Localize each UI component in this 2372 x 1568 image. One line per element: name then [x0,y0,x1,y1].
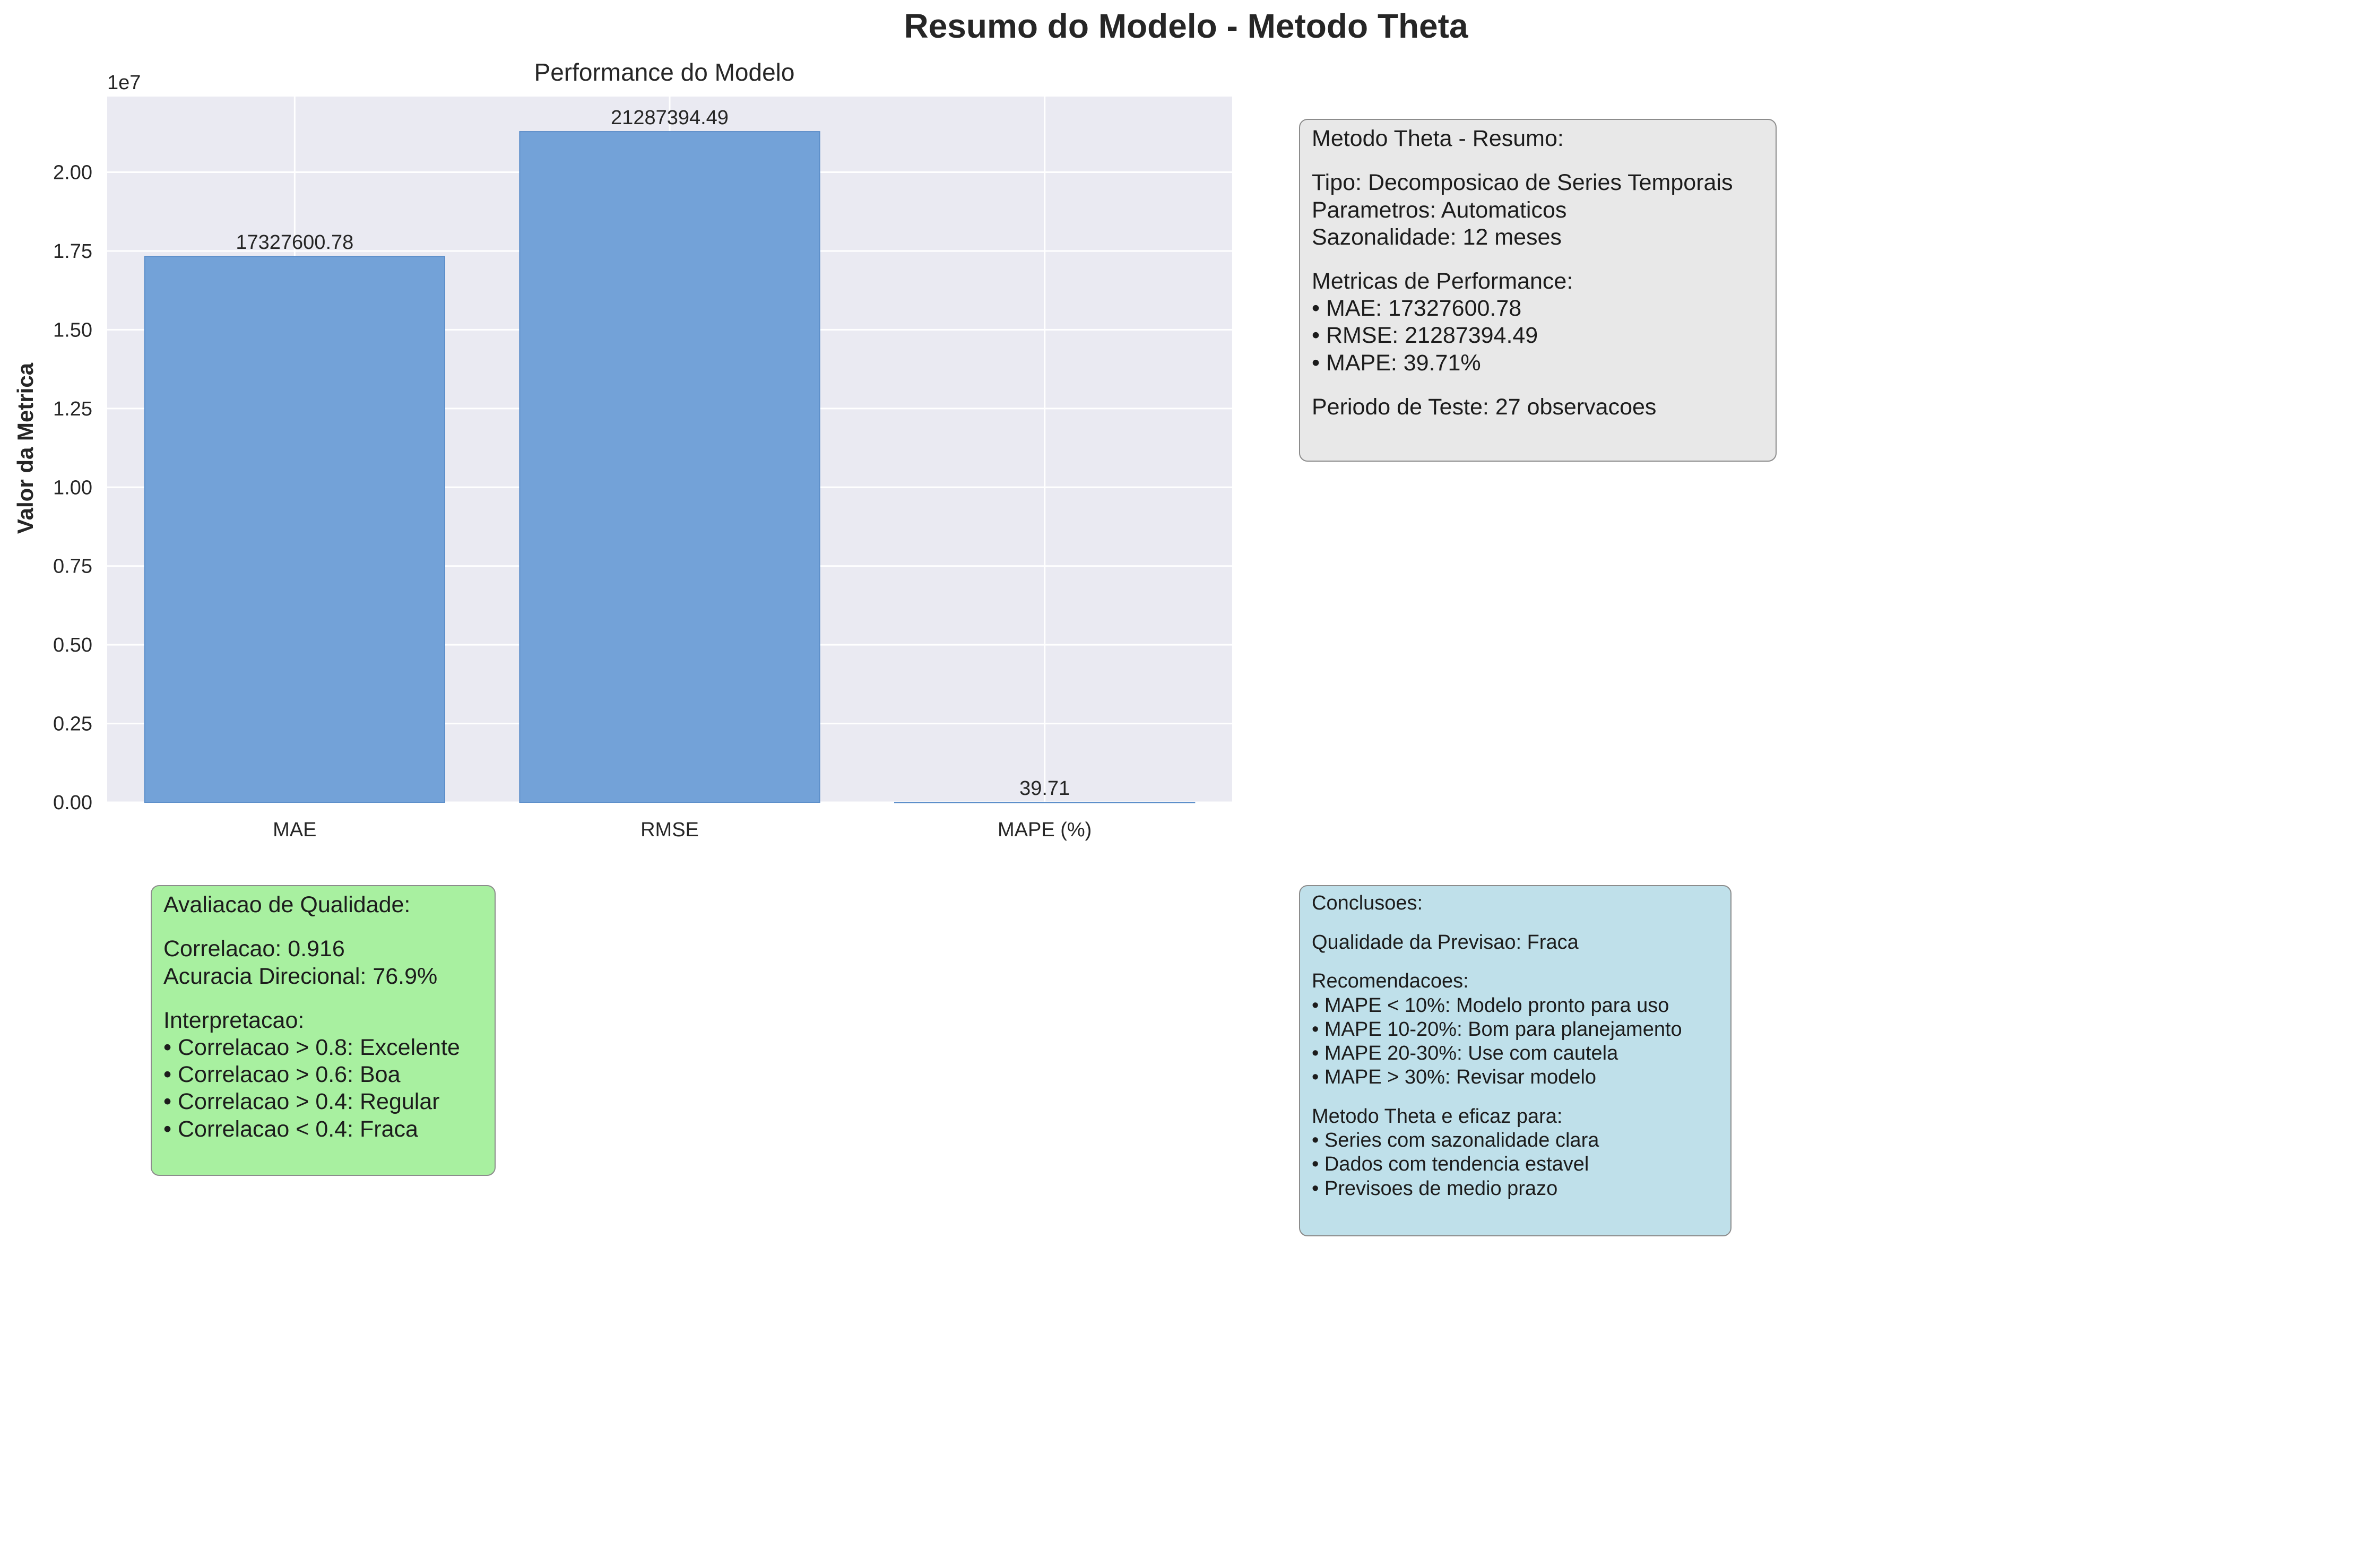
bullet-line: • Dados com tendencia estavel [1312,1153,1589,1176]
bullet-line: • MAPE > 30%: Revisar modelo [1312,1066,1597,1089]
spacer [1312,1090,1720,1105]
text-line: Recomendacoes: [1312,970,1469,993]
figure-title: Resumo do Modelo - Metodo Theta [904,7,1468,45]
y-axis-ticks: 0.00 0.25 0.50 0.75 1.00 1.25 1.50 1.75 2.00 [53,162,92,815]
text-line: Tipo: Decomposicao de Series Temporais [1312,170,1733,196]
bullet-line: • RMSE: 21287394.49 [1312,323,1538,349]
bars [144,131,1196,803]
bar-mae [144,256,445,803]
spacer [1312,251,1765,268]
bullet-line: • Series com sazonalidade clara [1312,1129,1599,1152]
bullet-line: • MAPE < 10%: Modelo pronto para uso [1312,994,1669,1017]
y-tick-label: 1.75 [53,240,92,263]
y-tick-label: 0.00 [53,792,92,814]
text-line: Metodo Theta - Resumo: [1312,126,1564,151]
text-line: Correlacao: 0.916 [163,936,345,962]
y-tick-label: 1.25 [53,398,92,420]
bullet-line: • Correlacao > 0.4: Regular [163,1089,440,1115]
quality-assessment-box: Avaliacao de Qualidade: Correlacao: 0.916… [151,885,496,1176]
text-line: Metodo Theta e eficaz para: [1312,1105,1563,1128]
bullet-line: • Previsoes de medio prazo [1312,1177,1558,1200]
spacer [1312,152,1765,169]
x-tick-label: MAPE (%) [998,819,1092,841]
y-tick-label: 2.00 [53,162,92,184]
bullet-line: • MAPE: 39.71% [1312,350,1481,376]
y-tick-label: 1.00 [53,477,92,499]
x-tick-label: RMSE [640,819,699,841]
bar-rmse [519,131,820,803]
bullet-line: • Correlacao > 0.6: Boa [163,1062,401,1088]
performance-bar-chart: 17327600.78 21287394.49 39.71 0.00 0.25 0.50… [13,58,1232,841]
bullet-line: • MAPE 20-30%: Use com cautela [1312,1042,1618,1065]
y-axis-label: Valor da Metrica [13,362,38,534]
bullet-line: • MAE: 17327600.78 [1312,296,1522,322]
text-line: Qualidade da Previsao: Fraca [1312,931,1579,954]
y-tick-label: 0.50 [53,634,92,656]
model-summary-box: Metodo Theta - Resumo: Tipo: Decomposicao… [1299,119,1777,462]
spacer [163,990,484,1007]
bullet-line: • MAPE 10-20%: Bom para planejamento [1312,1018,1682,1041]
bar-value-label: 39.71 [1019,777,1070,800]
bar-mape [894,801,1196,803]
text-line: Parametros: Automaticos [1312,197,1567,223]
bullet-line: • Correlacao > 0.8: Excelente [163,1035,460,1061]
spacer [1312,915,1720,931]
spacer [1312,955,1720,970]
text-line: Conclusoes: [1312,892,1423,914]
text-line: Acuracia Direcional: 76.9% [163,963,438,989]
spacer [163,919,484,935]
text-line: Metricas de Performance: [1312,268,1573,294]
text-line: Interpretacao: [163,1007,305,1033]
text-line: Sazonalidade: 12 meses [1312,224,1562,250]
x-tick-label: MAE [273,819,316,841]
y-tick-label: 1.50 [53,319,92,341]
conclusions-box: Conclusoes: Qualidade da Previsao: Fraca R… [1299,885,1732,1236]
chart-title: Performance do Modelo [534,58,795,86]
y-tick-label: 0.25 [53,713,92,735]
text-line: Periodo de Teste: 27 observacoes [1312,394,1657,420]
bullet-line: • Correlacao < 0.4: Fraca [163,1116,418,1142]
data-labels: 17327600.78 21287394.49 39.71 [236,107,1070,800]
y-tick-label: 0.75 [53,556,92,578]
bar-value-label: 17327600.78 [236,231,353,254]
spacer [1312,377,1765,394]
x-axis-ticks: MAE RMSE MAPE (%) [273,819,1092,841]
bar-value-label: 21287394.49 [611,107,729,129]
y-axis-offset-label: 1e7 [107,72,141,94]
text-line: Avaliacao de Qualidade: [163,892,411,917]
